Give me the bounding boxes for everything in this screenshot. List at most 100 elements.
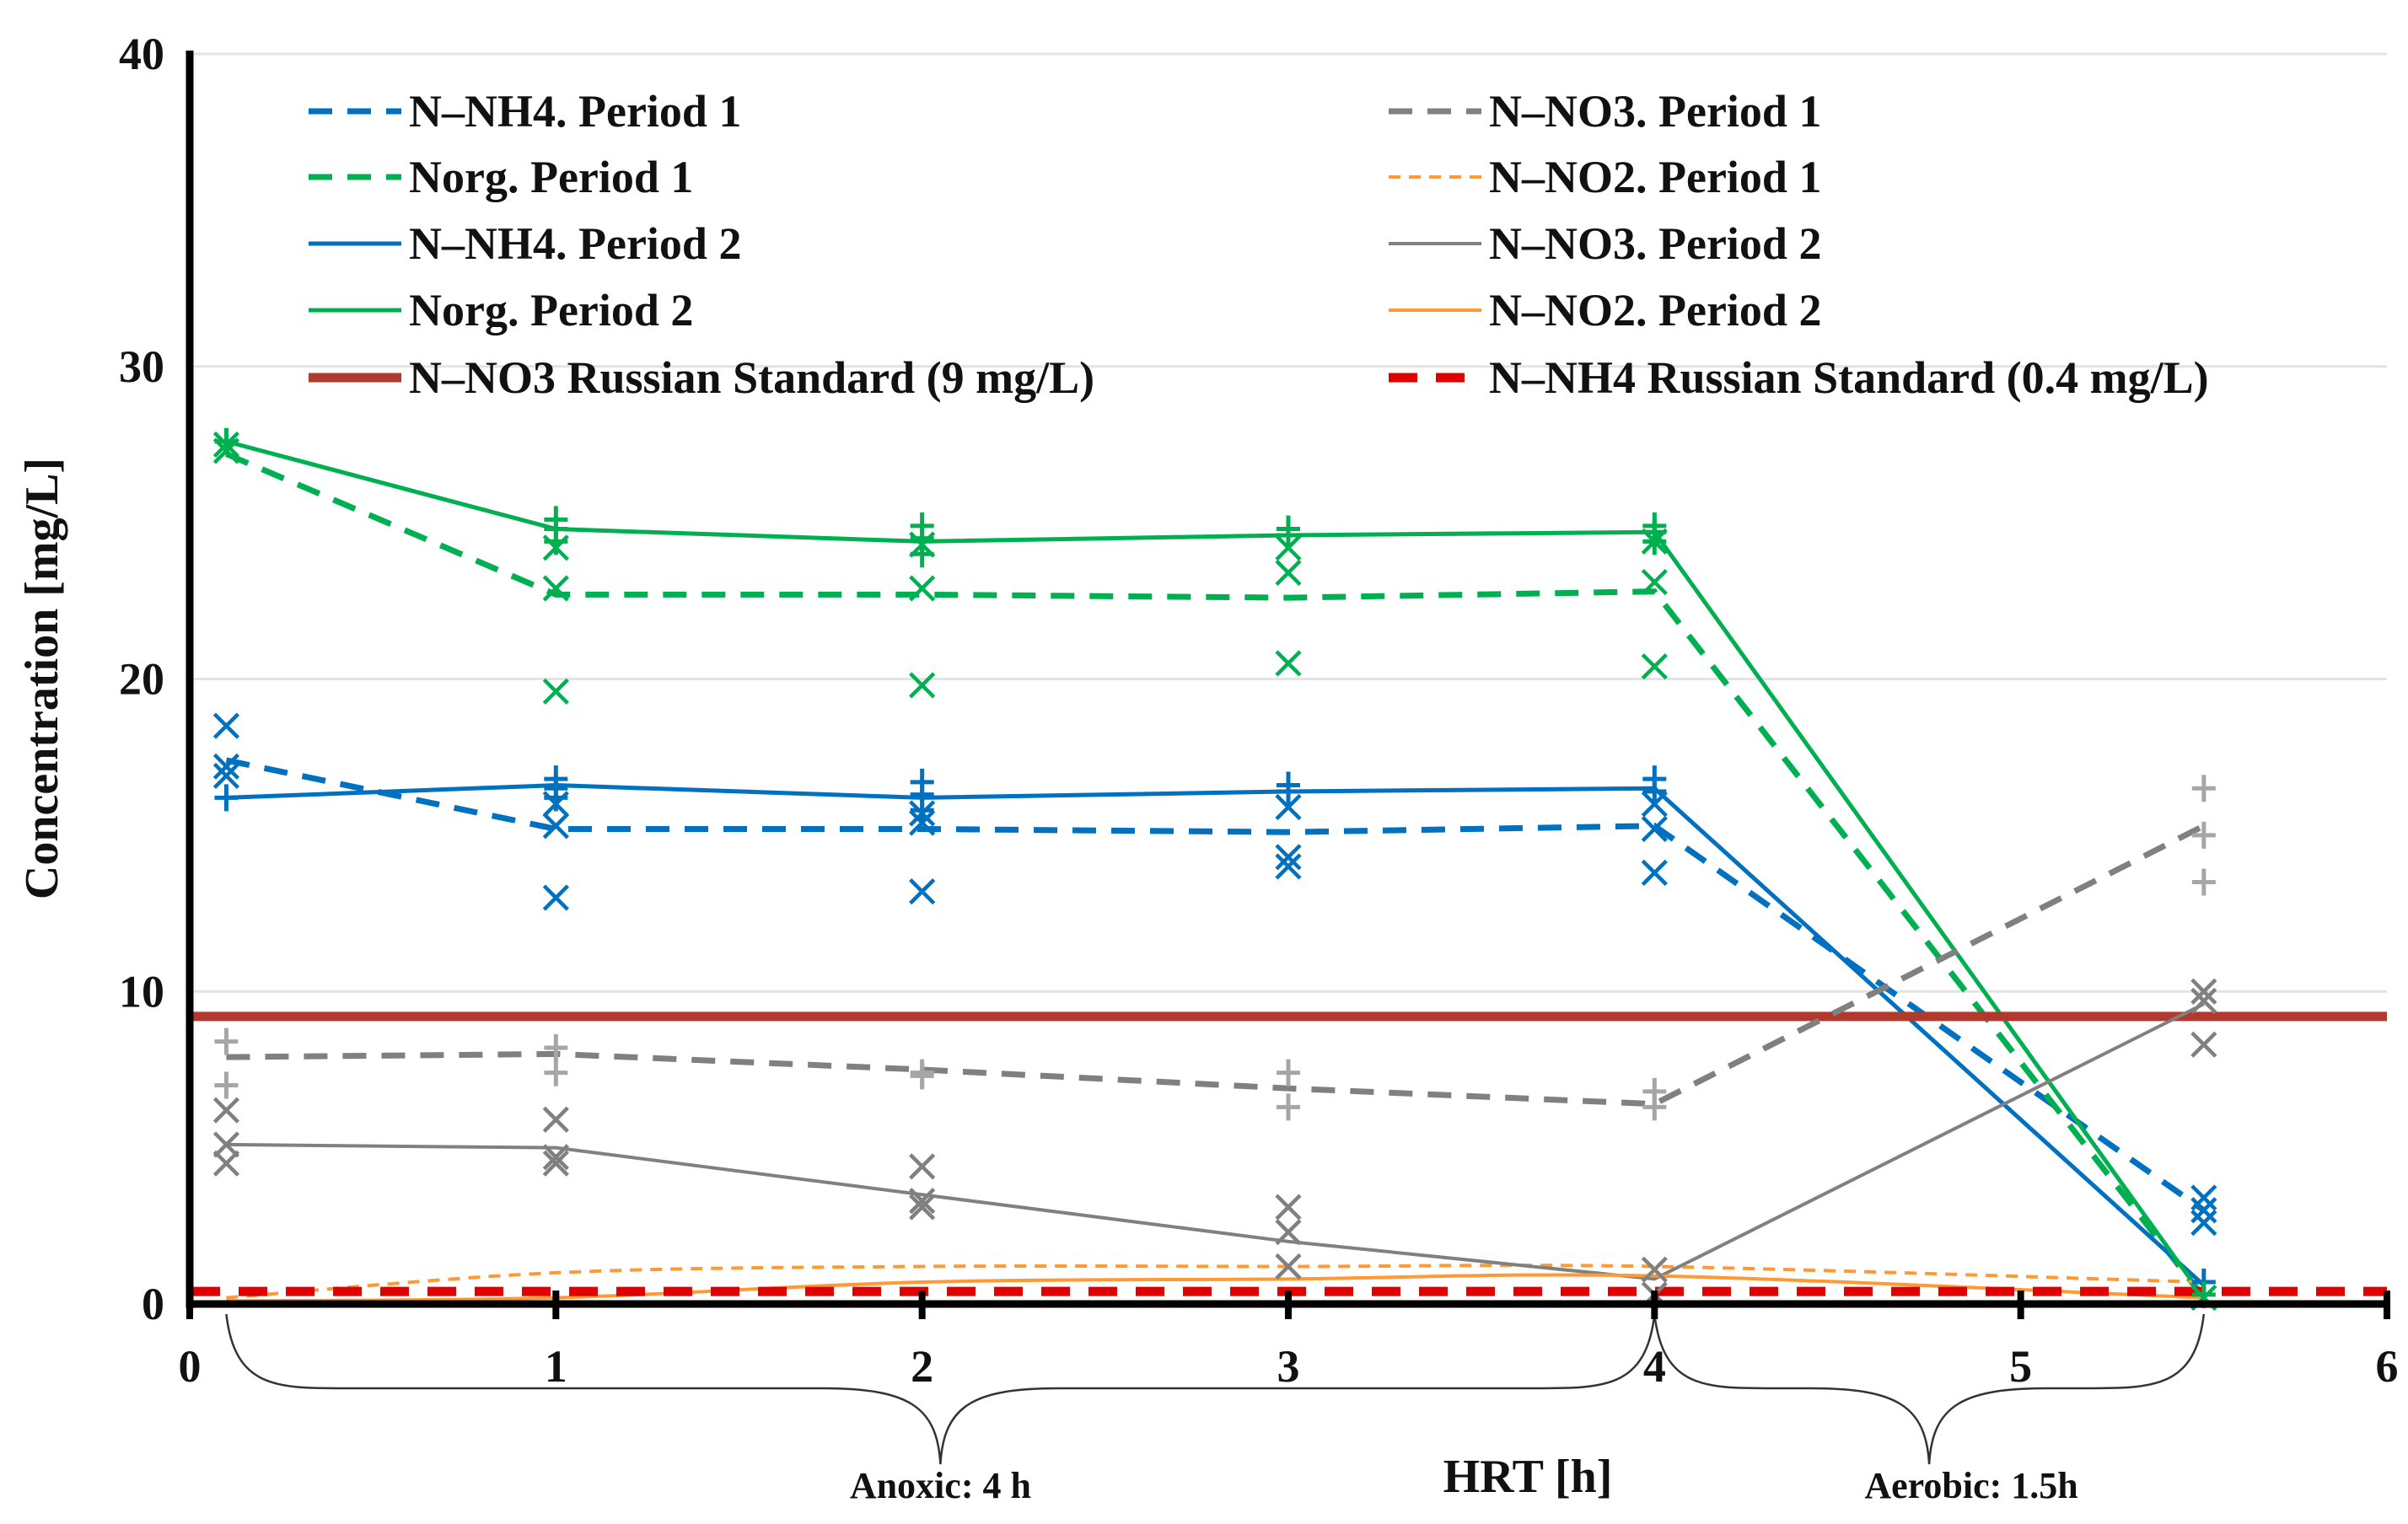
plus-marker (910, 797, 934, 824)
x-marker (2190, 978, 2217, 1005)
plus-marker (1277, 1059, 1300, 1087)
plus-marker (1642, 777, 1667, 805)
x-marker (1641, 653, 1668, 680)
legend-label: N–NO2. Period 1 (1489, 152, 1821, 202)
plus-marker (544, 1059, 568, 1087)
x-marker (2190, 1197, 2217, 1224)
x-marker (542, 1106, 569, 1133)
legend-label: N–NH4 Russian Standard (0.4 mg/L) (1489, 352, 2209, 403)
plus-marker (1642, 1093, 1667, 1121)
x-tick-label: 0 (179, 1341, 202, 1392)
x-marker (212, 1150, 240, 1177)
x-marker (1641, 568, 1668, 596)
x-marker (1275, 853, 1302, 880)
x-marker (909, 672, 936, 699)
x-tick-label: 4 (1643, 1341, 1666, 1392)
plus-marker (1642, 528, 1667, 555)
x-marker (212, 1097, 240, 1124)
series-line (226, 823, 2206, 1108)
legend-label: Norg. Period 1 (409, 152, 693, 202)
x-marker (909, 575, 936, 602)
x-marker (1275, 793, 1302, 821)
x-marker (212, 1131, 240, 1158)
x-marker (542, 884, 569, 911)
x-marker (542, 813, 569, 840)
series-line (226, 1273, 2204, 1303)
x-marker (1275, 559, 1302, 587)
x-tick-label: 3 (1277, 1341, 1300, 1392)
x-marker (212, 762, 240, 790)
x-marker (909, 878, 936, 905)
legend-label: N–NO2. Period 2 (1489, 285, 1821, 335)
x-tick-label: 5 (2009, 1341, 2032, 1392)
series-line (226, 1264, 2204, 1300)
legend: N–NH4. Period 1 Norg. Period 1 N–NH4. Peri… (309, 86, 2209, 403)
x-marker (1641, 1256, 1668, 1283)
phase-label: Aerobic: 1.5h (1864, 1465, 2077, 1506)
x-marker (212, 712, 240, 739)
y-tick-label: 10 (119, 966, 164, 1017)
plus-marker (910, 540, 934, 568)
x-marker (1641, 815, 1668, 843)
x-marker (1641, 859, 1668, 886)
x-marker (212, 753, 240, 780)
phase-braces: Anoxic: 4 h Aerobic: 1.5h (225, 1313, 2206, 1506)
legend-label: N–NO3 Russian Standard (9 mg/L) (409, 352, 1094, 403)
brace (1653, 1313, 2206, 1465)
x-tick-label: 2 (911, 1341, 933, 1392)
plus-marker (544, 1033, 568, 1061)
plus-marker (2191, 775, 2216, 802)
plus-marker (1277, 1093, 1300, 1121)
legend-label: N–NH4. Period 1 (409, 86, 741, 137)
y-axis-label: Concentration [mg/L] (16, 458, 68, 899)
legend-label: N–NO3. Period 2 (1489, 218, 1821, 269)
plus-marker (910, 1062, 934, 1090)
x-marker (1275, 650, 1302, 677)
x-marker (2190, 987, 2217, 1014)
y-tick-label: 40 (119, 29, 164, 79)
plus-marker (1277, 521, 1300, 549)
series-line (226, 1002, 2205, 1281)
x-marker (909, 1194, 936, 1221)
x-marker (2190, 1184, 2217, 1211)
x-marker (542, 1150, 569, 1177)
x-marker (542, 678, 569, 705)
x-marker (1275, 1219, 1302, 1246)
gridlines (190, 52, 2387, 993)
x-axis-label: HRT [h] (1443, 1451, 1613, 1503)
phase-label: Anoxic: 4 h (850, 1465, 1031, 1506)
plus-marker (214, 427, 239, 455)
y-tick-label: 20 (119, 654, 164, 705)
x-tick-label: 6 (2376, 1341, 2399, 1392)
plus-marker (544, 784, 568, 812)
series-line (225, 757, 2206, 1213)
x-marker (1275, 1253, 1302, 1280)
series-line (226, 783, 2206, 1287)
plus-marker (544, 528, 568, 555)
series-line (225, 451, 2206, 1300)
x-tick-label: 1 (545, 1341, 567, 1392)
plus-marker (214, 784, 239, 812)
plus-marker (2191, 821, 2216, 849)
y-tick-label: 0 (142, 1279, 164, 1329)
x-marker (542, 575, 569, 602)
x-marker (909, 1188, 936, 1215)
legend-label: N–NH4. Period 2 (409, 218, 741, 269)
y-tick-label: 30 (119, 341, 164, 392)
plus-marker (214, 1028, 239, 1055)
x-marker (1275, 844, 1302, 871)
brace (225, 1313, 1656, 1465)
plus-marker (1277, 777, 1300, 805)
axes: 0 10 20 30 40 0 1 2 3 4 5 6 (119, 29, 2399, 1392)
series-line (225, 439, 2206, 1300)
x-marker (2190, 1210, 2217, 1237)
x-marker (909, 1153, 936, 1180)
legend-label: N–NO3. Period 1 (1489, 86, 1821, 137)
data-markers (212, 427, 2217, 1312)
plus-marker (214, 1071, 239, 1099)
legend-label: Norg. Period 2 (409, 285, 693, 335)
plus-marker (2191, 868, 2216, 896)
x-marker (542, 1144, 569, 1171)
x-marker (2190, 1031, 2217, 1058)
